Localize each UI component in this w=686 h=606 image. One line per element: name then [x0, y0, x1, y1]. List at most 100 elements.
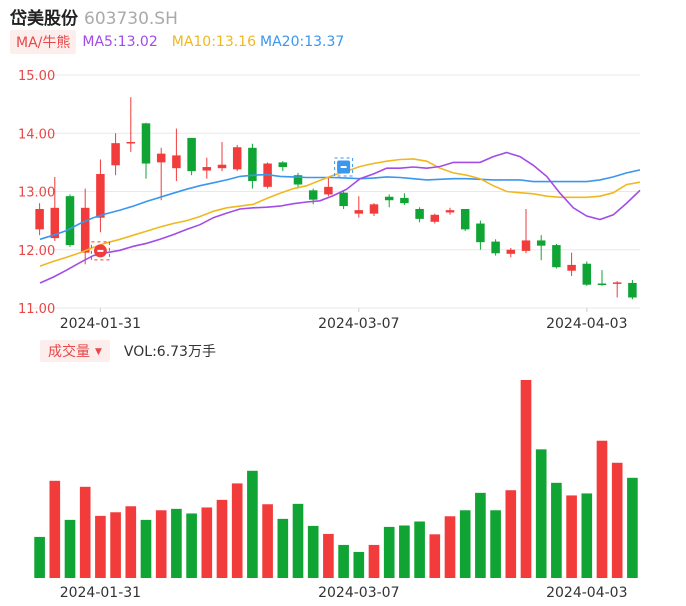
ma20-value: MA20:13.37	[260, 34, 345, 50]
candle-body	[400, 197, 409, 204]
volume-bar	[186, 513, 197, 578]
date-tick-label: 2024-01-31	[60, 316, 141, 332]
candle	[172, 128, 181, 182]
candle-body	[612, 282, 622, 284]
volume-bar	[231, 483, 243, 578]
candle-body	[308, 190, 318, 200]
volume-selector-button[interactable]: 成交量 ▼	[40, 340, 110, 362]
candle	[612, 281, 622, 298]
candle	[476, 220, 485, 250]
volume-bar	[95, 515, 106, 578]
candle	[217, 141, 227, 172]
candle-body	[96, 174, 105, 218]
candle	[293, 172, 303, 189]
candle-body	[232, 147, 242, 170]
candle	[582, 261, 592, 286]
volume-date-label: 2024-04-03	[546, 585, 627, 601]
candle	[354, 196, 364, 218]
candle-body	[50, 207, 60, 239]
volume-bars	[34, 380, 638, 578]
volume-bar	[338, 544, 349, 578]
ma20-line	[39, 169, 641, 241]
candle	[202, 157, 212, 179]
volume-bar	[566, 495, 577, 578]
candle	[35, 203, 44, 236]
candle	[156, 147, 166, 201]
volume-bar	[155, 510, 167, 578]
volume-bar	[201, 507, 213, 578]
candle-body	[506, 249, 516, 254]
candle	[324, 176, 333, 197]
trade-markers	[90, 157, 354, 261]
candle-body	[536, 240, 546, 246]
candle-body	[476, 223, 485, 243]
candle-body	[156, 153, 166, 163]
candle	[552, 243, 561, 269]
candle-body	[187, 137, 196, 172]
candle-body	[248, 147, 257, 182]
candle-body	[339, 192, 348, 207]
candle	[187, 137, 196, 176]
volume-date-label: 2024-01-31	[60, 585, 141, 601]
candle-body	[628, 282, 637, 298]
volume-bar	[414, 521, 425, 578]
stock-header: 岱美股份 603730.SH	[10, 4, 178, 29]
volume-bar	[368, 544, 380, 578]
candle-body	[384, 196, 394, 201]
candle	[506, 248, 516, 258]
volume-legend: 成交量 ▼ VOL:6.73万手	[40, 340, 216, 362]
price-tick-label: 12.00	[18, 244, 55, 259]
candle	[96, 159, 105, 233]
volume-bar	[49, 480, 61, 578]
volume-bar	[459, 510, 471, 578]
sell-marker-frame	[90, 241, 110, 261]
candle	[415, 207, 424, 223]
ma10-value: MA10:13.16	[171, 34, 257, 50]
candle-body	[415, 208, 424, 219]
candle	[430, 213, 440, 224]
candle-body	[354, 210, 364, 214]
candle-body	[293, 175, 303, 185]
candle-body	[278, 162, 288, 168]
date-tick-label: 2024-04-03	[546, 316, 627, 332]
ma-legend: MA/牛熊 MA5:13.02 MA10:13.16 MA20:13.37	[10, 30, 344, 54]
volume-bar	[125, 506, 137, 578]
ma-selector-button[interactable]: MA/牛熊	[10, 30, 77, 54]
volume-bar	[611, 462, 623, 578]
caret-down-icon: ▼	[95, 347, 102, 357]
volume-bar	[535, 449, 547, 578]
volume-bar	[110, 512, 121, 578]
candle-body	[445, 210, 455, 213]
date-axis: 2024-01-31 2024-03-07 2024-04-03	[60, 308, 627, 332]
volume-bar	[399, 525, 410, 578]
candle-body	[552, 245, 561, 268]
candle	[50, 176, 60, 242]
candle-body	[521, 240, 531, 251]
volume-value: VOL:6.73万手	[123, 344, 216, 360]
volume-bar	[383, 526, 395, 578]
buy-marker-glyph	[340, 166, 347, 169]
candle	[339, 191, 348, 209]
volume-bar	[292, 503, 304, 578]
candle	[248, 143, 257, 189]
sell-marker-icon	[90, 241, 110, 261]
volume-bar	[79, 486, 91, 578]
volume-bar	[627, 477, 638, 578]
volume-bar	[596, 440, 608, 578]
buy-marker-icon	[334, 157, 354, 177]
volume-date-axis: 2024-01-31 2024-03-07 2024-04-03	[60, 585, 628, 601]
volume-bar	[353, 551, 365, 578]
volume-bar	[490, 510, 501, 578]
candle	[111, 133, 120, 176]
volume-bar	[475, 492, 486, 578]
candle	[445, 207, 455, 215]
candle	[384, 194, 394, 208]
candle-body	[430, 214, 440, 222]
sell-marker-glyph	[97, 249, 104, 252]
price-tick-label: 13.00	[18, 186, 55, 201]
candle	[278, 161, 288, 172]
candle	[567, 252, 576, 276]
volume-bar	[171, 508, 182, 578]
stock-code: 603730.SH	[84, 9, 178, 29]
